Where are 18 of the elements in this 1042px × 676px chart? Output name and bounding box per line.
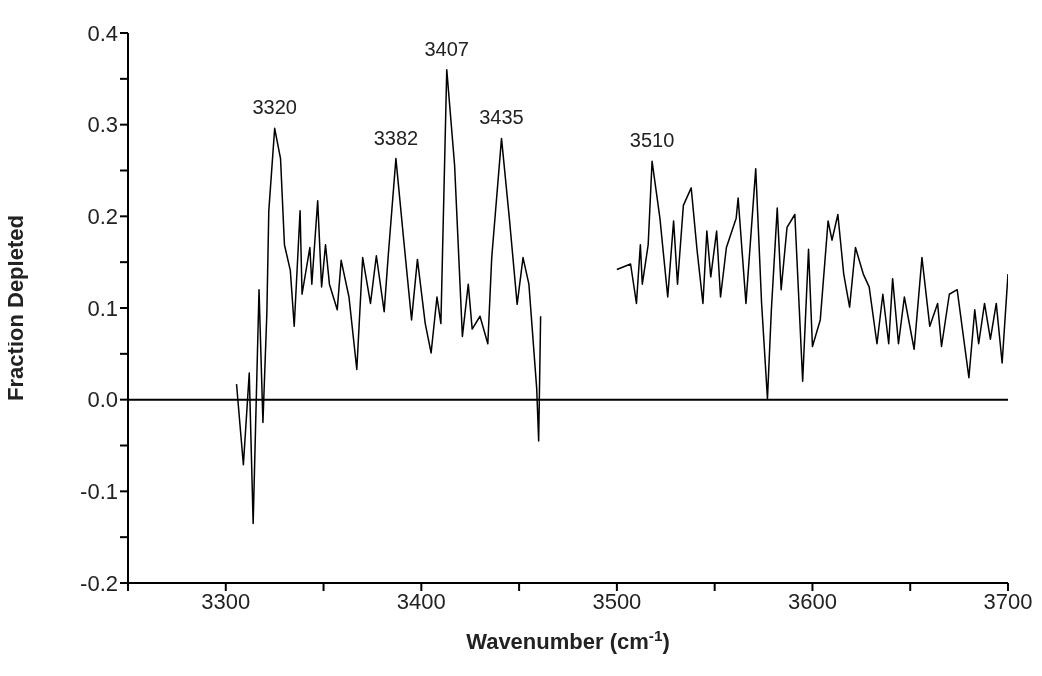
x-tick-label: 3600: [787, 588, 837, 614]
annotation: 3382: [373, 126, 419, 149]
x-axis-title: Wavenumber (cm$^{-1}$): [466, 626, 670, 654]
annotation: 3435: [479, 106, 524, 129]
y-tick-label: 0.4: [87, 20, 118, 46]
annotation: 3407: [424, 37, 470, 60]
annotation: 3320: [252, 96, 297, 119]
y-tick-label: 0.0: [87, 387, 118, 413]
x-tick-label: 3400: [396, 588, 446, 614]
annotation: 3510: [629, 129, 675, 152]
y-tick-label: 0.3: [87, 112, 118, 138]
y-tick-label: -0.2: [80, 570, 118, 596]
x-tick-label: 3700: [983, 588, 1033, 614]
y-tick-label: -0.1: [80, 479, 118, 505]
x-tick-label: 3300: [201, 588, 251, 614]
y-tick-label: 0.1: [87, 295, 118, 321]
x-tick-label: 3500: [592, 588, 642, 614]
y-tick-label: 0.2: [87, 204, 118, 230]
